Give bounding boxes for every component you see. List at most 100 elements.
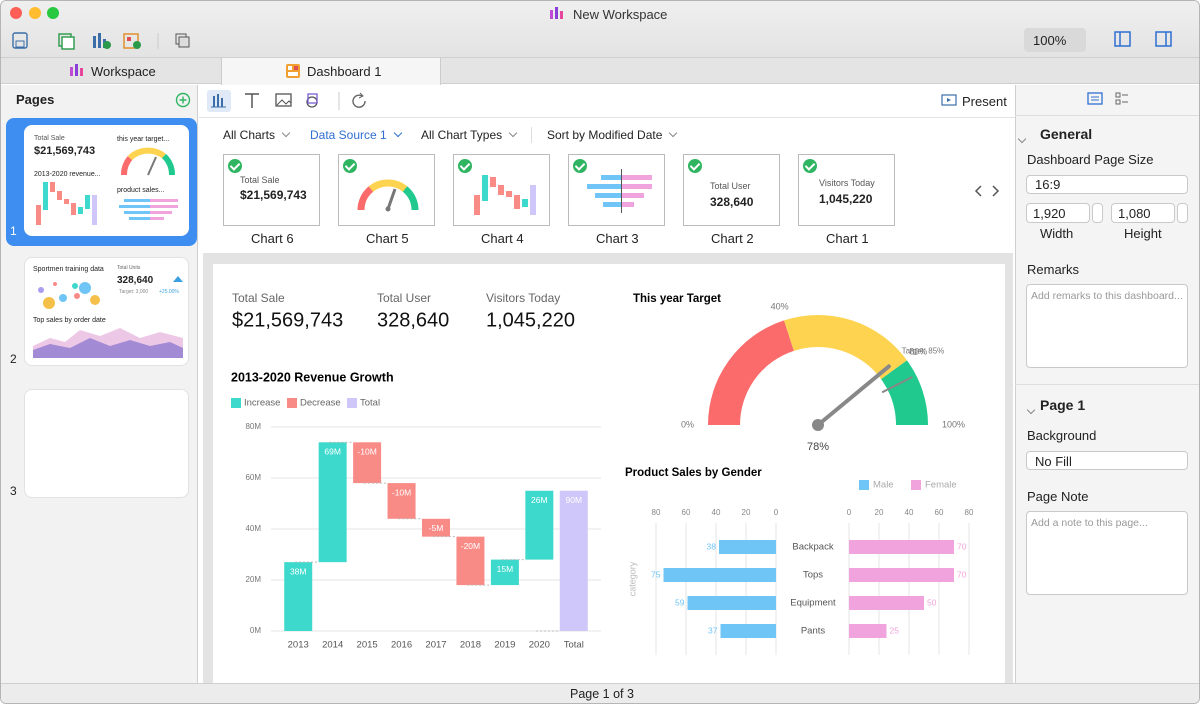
pages-title: Pages bbox=[16, 92, 55, 107]
stepper[interactable] bbox=[1177, 203, 1188, 223]
x-tick-label: 2015 bbox=[357, 640, 378, 651]
x-tick-label: 2013 bbox=[288, 640, 309, 651]
bar-label: -10M bbox=[357, 447, 376, 457]
kpi-value: $21,569,743 bbox=[232, 309, 343, 331]
input-value: 1,080 bbox=[1118, 206, 1151, 221]
needle bbox=[816, 364, 891, 427]
page-thumbnail[interactable]: Sportmen training data Total Units 328,6… bbox=[24, 257, 189, 366]
gauge-tick-label: 80% bbox=[909, 346, 927, 356]
thumb-text: Total Units bbox=[117, 265, 141, 271]
check-icon bbox=[458, 159, 472, 173]
card-name: Chart 3 bbox=[596, 231, 639, 246]
gauge-tick-label: 100% bbox=[942, 419, 965, 429]
thumb-text: 328,640 bbox=[117, 275, 154, 286]
legend-label: Female bbox=[925, 480, 957, 491]
y-tick-label: 60M bbox=[245, 473, 261, 482]
chart-card[interactable]: Total Sale $21,569,743 bbox=[223, 154, 320, 226]
card-pager[interactable] bbox=[973, 184, 1003, 198]
status-bar bbox=[1, 683, 1199, 703]
x-tick-label: 0 bbox=[847, 508, 852, 517]
category-label: Equipment bbox=[790, 598, 836, 609]
divider bbox=[199, 117, 1015, 118]
select-value: 16:9 bbox=[1035, 177, 1061, 192]
value-label: 59 bbox=[675, 597, 685, 607]
chart-card[interactable] bbox=[568, 154, 665, 226]
x-tick-label: 40 bbox=[712, 508, 721, 517]
dashboard-tab[interactable]: Dashboard 1 bbox=[307, 64, 382, 79]
divider bbox=[1015, 115, 1199, 116]
panel-toggles[interactable] bbox=[1113, 31, 1178, 49]
bar-label: 26M bbox=[531, 495, 548, 505]
bar bbox=[318, 442, 347, 563]
x-tick-label: 80 bbox=[965, 508, 974, 517]
legend-label: Decrease bbox=[300, 398, 341, 409]
y-tick-label: 80M bbox=[245, 422, 261, 431]
value-label: 70 bbox=[957, 569, 967, 579]
thumb-shapes bbox=[33, 276, 183, 358]
card-shape bbox=[357, 179, 419, 212]
height-input[interactable] bbox=[1111, 203, 1175, 223]
x-tick-label: 2014 bbox=[322, 640, 343, 651]
filter[interactable]: All Chart Types bbox=[421, 128, 518, 142]
filter[interactable]: Sort by Modified Date bbox=[547, 128, 678, 141]
page-thumbnail[interactable]: Total Sale $21,569,743 this year target.… bbox=[24, 125, 189, 236]
y-tick-label: 0M bbox=[250, 626, 261, 635]
card-text: Visitors Today bbox=[819, 178, 875, 188]
bar bbox=[490, 559, 519, 586]
value-label: 37 bbox=[708, 625, 718, 635]
thumb-text: product sales... bbox=[117, 187, 165, 194]
bar bbox=[849, 540, 954, 554]
present-button[interactable]: Present bbox=[962, 94, 1007, 109]
close-button[interactable] bbox=[10, 7, 22, 19]
note-textarea[interactable] bbox=[1026, 511, 1188, 595]
card-text: 1,045,220 bbox=[819, 192, 873, 206]
chart-card[interactable] bbox=[338, 154, 435, 226]
dashboard-tab-bg[interactable] bbox=[221, 58, 441, 85]
card-text: $21,569,743 bbox=[240, 188, 307, 202]
card-name: Chart 2 bbox=[711, 231, 754, 246]
chart-card[interactable] bbox=[453, 154, 550, 226]
thumb-text: +25.00% bbox=[159, 289, 179, 295]
check-icon bbox=[688, 159, 702, 173]
x-tick-label: Total bbox=[564, 640, 584, 651]
background-select[interactable] bbox=[1026, 451, 1188, 470]
filter[interactable]: All Charts bbox=[223, 128, 291, 141]
bar bbox=[849, 624, 887, 638]
chart-card[interactable]: Total User 328,640 bbox=[683, 154, 780, 226]
stepper[interactable] bbox=[1092, 203, 1103, 223]
zoom-button[interactable] bbox=[47, 7, 59, 19]
chart-title: This year Target bbox=[633, 293, 721, 305]
remarks-textarea[interactable] bbox=[1026, 284, 1188, 368]
width-input[interactable] bbox=[1026, 203, 1090, 223]
bar bbox=[353, 442, 382, 484]
input-value: 1,920 bbox=[1033, 206, 1066, 221]
minimize-button[interactable] bbox=[29, 7, 41, 19]
chart-title: 2013-2020 Revenue Growth bbox=[231, 370, 394, 384]
axis-label: category bbox=[627, 561, 637, 596]
bar bbox=[687, 596, 776, 610]
y-tick-label: 40M bbox=[245, 524, 261, 533]
legend-swatch bbox=[347, 398, 357, 408]
chart-card[interactable]: Visitors Today 1,045,220 bbox=[798, 154, 895, 226]
card-name: Chart 4 bbox=[481, 231, 524, 246]
category-label: Pants bbox=[801, 626, 826, 637]
card-name: Chart 6 bbox=[251, 231, 294, 246]
panel-tabs[interactable] bbox=[1087, 92, 1132, 106]
zoom-select[interactable] bbox=[1024, 28, 1086, 52]
workspace-tab[interactable]: Workspace bbox=[91, 64, 156, 79]
add-page-button[interactable] bbox=[175, 92, 191, 108]
x-tick-label: 20 bbox=[875, 508, 884, 517]
bar-label: 90M bbox=[566, 495, 583, 505]
filter-text: Data Source 1 bbox=[310, 128, 387, 142]
bar-label: -10M bbox=[392, 487, 411, 497]
page-thumbnail[interactable] bbox=[24, 389, 189, 498]
page-size-select[interactable] bbox=[1026, 175, 1188, 194]
editor-tools[interactable] bbox=[205, 89, 375, 113]
filter-text: All Chart Types bbox=[421, 128, 503, 142]
thumb-text: Total Sale bbox=[34, 135, 65, 142]
filter[interactable]: Data Source 1 bbox=[310, 128, 402, 142]
thumb-text: $21,569,743 bbox=[34, 145, 96, 157]
card-text: 328,640 bbox=[710, 195, 754, 209]
x-tick-label: 80 bbox=[652, 508, 661, 517]
kpi-value: 328,640 bbox=[377, 309, 449, 331]
